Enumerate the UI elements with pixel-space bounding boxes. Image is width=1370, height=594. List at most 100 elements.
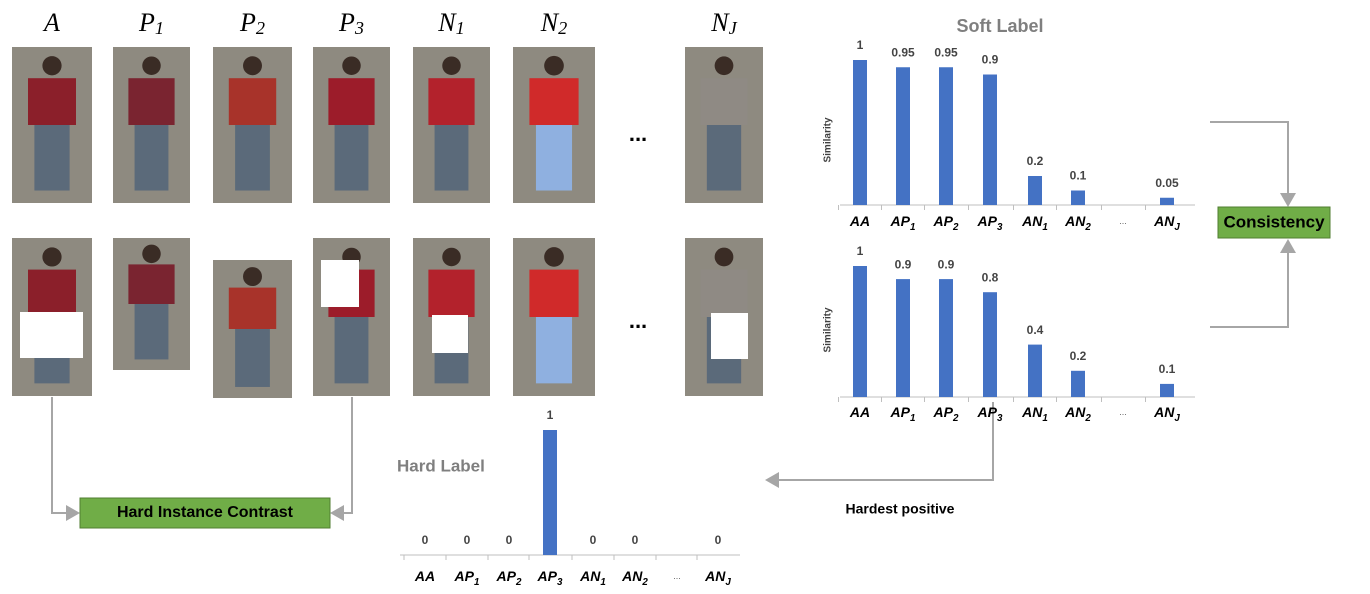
x-tick-label-sub: 2 [641,577,648,588]
x-tick-label: AP3 [537,568,563,588]
x-tick-label: ANJ [1153,404,1180,424]
person-legs [535,317,573,384]
person-head [442,247,461,267]
column-header-sub: 1 [456,18,465,38]
person-head [243,56,262,76]
x-tick-label-base: AN [1064,404,1086,420]
x-tick-label-sub: 2 [952,413,959,424]
x-tick-label: AN1 [579,568,606,588]
soft-label-title: Soft Label [956,16,1043,36]
person-legs [535,125,573,191]
x-tick-label-base: AN [1021,213,1043,229]
x-tick-label-sub: 1 [600,577,605,588]
person-shirt [428,269,475,317]
hic-box [79,497,331,529]
hard-label-title: Hard Label [397,456,485,475]
occlusion [432,315,468,353]
person-head [42,247,62,267]
x-tick-label-sub: J [1174,413,1180,424]
photos [12,47,763,398]
x-tick-label: AN2 [1064,213,1091,233]
person-head [714,247,734,267]
column-header-sub: J [729,18,738,38]
bar [543,430,557,555]
x-tick-label-sub: 1 [1042,222,1047,233]
x-tick-label: AP3 [977,213,1003,233]
column-header-base: N [540,8,560,37]
bar [983,74,997,205]
column-header: N1 [437,8,464,38]
x-tick-label-base: ... [673,571,681,581]
column-header-base: N [437,8,457,37]
person-shirt [28,269,76,317]
person-head [142,56,161,75]
x-tick-label-base: AN [1021,404,1043,420]
person-head [243,267,262,287]
consistency-box [1217,206,1331,239]
x-tick-label: AN1 [1021,404,1048,424]
person-legs [134,304,169,360]
value-label: 0 [464,533,471,547]
x-tick-label: AA [849,404,870,420]
person-shirt [428,78,475,125]
person-shirt [529,269,579,317]
x-tick-label-sub: 1 [910,413,915,424]
person-legs [334,317,369,384]
value-label: 0.9 [938,257,955,271]
value-label: 0 [506,533,513,547]
column-header-sub: 2 [256,18,265,38]
person-shirt [28,78,76,125]
bar [1071,190,1085,205]
x-tick-label-base: AN [1153,213,1175,229]
x-tick-label: ... [673,571,681,581]
occlusion [711,313,748,359]
x-tick-label-base: AA [849,213,870,229]
bar [1160,197,1174,205]
value-label: 0.2 [1027,154,1044,168]
person-head [714,56,734,76]
occlusion [321,260,359,307]
x-tick-label-base: AN [704,568,726,584]
column-header-base: P [338,8,355,37]
column-header-base: P [239,8,256,37]
x-tick-label: ... [1119,216,1127,226]
column-header-sub: 2 [558,18,567,38]
column-header-sub: 3 [354,18,364,38]
x-tick-label: AP1 [454,568,480,588]
bar [896,67,910,205]
x-tick-label: AA [849,213,870,229]
x-tick-label-base: AP [933,404,954,420]
x-tick-label-base: AP [890,213,911,229]
column-header: P3 [338,8,364,38]
bar [983,292,997,397]
column-header-base: A [42,8,60,37]
y-axis-label: Similarity [823,117,834,162]
person-head [142,244,161,264]
x-tick-label-sub: 2 [1084,222,1091,233]
x-tick-label: AN1 [1021,213,1048,233]
x-tick-label: AP2 [933,404,959,424]
person-shirt [128,264,175,304]
x-tick-label-base: AP [890,404,911,420]
x-tick-label-base: AN [1153,404,1175,420]
value-label: 1 [857,38,864,52]
person-legs [434,125,469,191]
x-tick-label: ANJ [1153,213,1180,233]
person-head [544,247,564,267]
arrow [1210,121,1296,207]
hardest-positive: Hardest positive [846,501,955,517]
x-tick-label-sub: 1 [1042,413,1047,424]
bar [853,60,867,205]
x-tick-label: AP2 [933,213,959,233]
column-header: NJ [710,8,737,38]
x-tick-label: ANJ [704,568,731,588]
x-tick-label-base: AP [977,404,998,420]
x-tick-label-sub: 2 [515,577,522,588]
value-label: 0 [715,533,722,547]
column-header: N2 [540,8,567,38]
x-tick-label-sub: 1 [910,222,915,233]
column-header-base: N [710,8,730,37]
value-label: 0.1 [1159,362,1176,376]
value-label: 0 [632,533,639,547]
